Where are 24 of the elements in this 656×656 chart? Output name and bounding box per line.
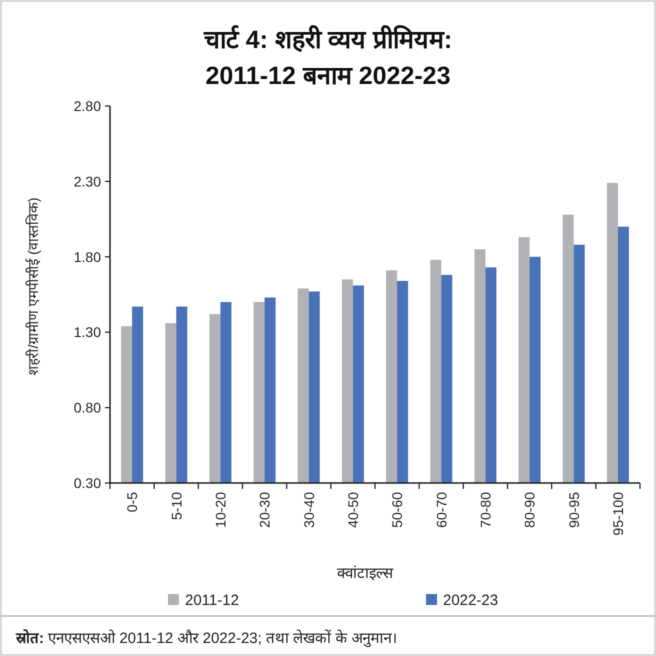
x-tick-label: 10-20: [212, 492, 228, 528]
y-tick-label: 0.30: [74, 475, 102, 491]
x-tick-label: 30-40: [300, 492, 317, 528]
x-tick-label: 70-80: [477, 492, 494, 528]
y-tick-label: 2.30: [74, 173, 102, 190]
y-tick-label: 1.80: [74, 248, 102, 265]
x-tick-label: 50-60: [389, 492, 406, 528]
y-axis-title: शहरी/ग्रामीण एमपीसीई (वास्तविक): [25, 198, 41, 376]
x-tick-label: 0-5: [124, 492, 140, 512]
x-tick-label: 20-30: [256, 492, 273, 528]
text: स्रोत: एनएसएसओ 2011-12 और 2022-23; तथा लेखकों के अनुमान।: [15, 629, 398, 648]
x-tick-label: 80-90: [522, 492, 538, 528]
x-tick-label: 5-10: [168, 492, 184, 520]
legend-label: 2011-12: [185, 592, 239, 609]
legend-label: 2022-23: [443, 592, 498, 609]
y-tick-label: 0.80: [74, 400, 102, 416]
x-tick-label: 90-95: [566, 492, 582, 528]
y-tick-label: 1.30: [74, 324, 102, 340]
chart-title: चार्ट 4: शहरी व्यय प्रीमियम: 2011-12 बनाम 2022-23: [202, 25, 452, 90]
x-tick-label: 40-50: [344, 492, 361, 528]
x-tick-label: 95-100: [610, 492, 626, 536]
x-tick-label: 60-70: [433, 492, 450, 528]
x-axis-title: क्वांटाइल्स: [337, 565, 394, 582]
y-tick-label: 2.80: [74, 98, 102, 114]
